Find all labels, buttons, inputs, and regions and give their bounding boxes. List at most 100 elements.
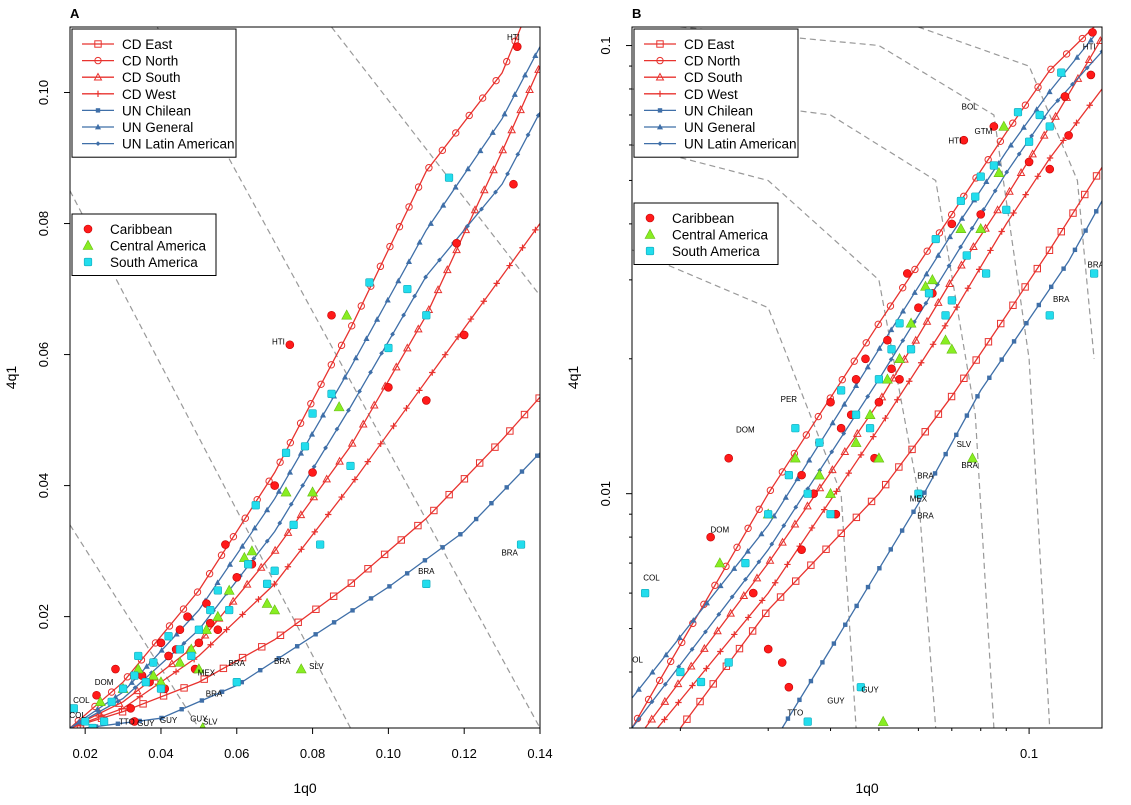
panel-b-legend-region-swatch (645, 213, 655, 223)
panel-b-iso-line-4 (680, 27, 1051, 728)
panel-a-curve-marker-cd-north (438, 146, 447, 155)
panel-b-curve-marker-un-latin-american (958, 244, 963, 250)
panel-a-curve-marker-un-latin-american (77, 720, 83, 726)
panel-b-curve-marker-un-latin-american (649, 699, 655, 705)
panel-b-curve-marker-cd-east (984, 338, 993, 346)
panel-a-curve-marker-cd-south (309, 492, 319, 501)
panel-a-curve-marker-cd-south (442, 265, 452, 274)
panel-b-curve-marker-un-general (649, 668, 656, 675)
panel-b-legend-region-label: Central America (672, 228, 769, 243)
panel-a-point-south-america (130, 671, 139, 680)
panel-a-curve-marker-cd-east (397, 536, 405, 544)
panel-b-curve-marker-cd-north (1021, 101, 1030, 109)
panel-b-legend-label: CD South (684, 70, 743, 85)
panel-a-curve-marker-cd-north (307, 400, 315, 408)
panel-b-curve-marker-un-general (959, 215, 966, 221)
panel-a-curve-marker-cd-south (516, 105, 525, 114)
panel-a-curve-marker-cd-east (506, 427, 514, 435)
panel-b-point-caribbean (976, 210, 986, 219)
panel-b-curve-marker-cd-north (996, 137, 1005, 146)
panel-b-point-south-america (1045, 122, 1054, 131)
panel-b-point-caribbean (763, 644, 773, 654)
panel-b-point-label: HTI (1083, 42, 1096, 51)
panel-b-curve-marker-cd-west (857, 451, 865, 459)
panel-b-point-label: COL (626, 656, 643, 665)
panel-a-curve-marker-cd-south (242, 579, 252, 588)
panel-b-point-label: BRA (917, 512, 934, 521)
panel-b-point-south-america (784, 471, 793, 480)
panel-a-curve-marker-cd-north (425, 164, 433, 172)
panel-b-point-label: SLV (880, 734, 895, 743)
panel-a-curve-marker-un-latin-american (379, 350, 384, 356)
panel-b-legend-swatch-marker (655, 72, 665, 81)
panel-a-curve-marker-cd-east (329, 592, 338, 600)
panel-a-point-south-america (308, 409, 317, 418)
panel-a-curve-marker-cd-west (298, 546, 305, 553)
panel-b-curve-marker-cd-south (713, 626, 722, 635)
panel-a-curve-marker-cd-east (380, 550, 389, 559)
panel-b-point-south-america (906, 345, 916, 354)
panel-b-legend-region-label: Caribbean (672, 211, 734, 226)
panel-a-curve-marker-cd-east (445, 490, 453, 499)
panel-a-curve-marker-un-chilean (313, 632, 318, 637)
panel-b-point-south-america (976, 172, 985, 181)
panel-a-point-south-america (346, 461, 355, 471)
panel-a-point-south-america (213, 586, 222, 595)
panel-a-curve-marker-un-chilean (239, 679, 244, 685)
panel-b-point-label: BRA (917, 472, 934, 481)
panel-a-point-central-america (341, 309, 353, 320)
panel-b-legend-swatch-marker (656, 123, 664, 130)
panel-b-point-south-america (826, 510, 835, 519)
panel-a-curve-marker-un-latin-american (368, 369, 373, 375)
panel-a-curve-marker-cd-south (470, 205, 480, 214)
panel-a-curve-marker-un-general (440, 202, 447, 208)
panel-b-point-caribbean (748, 588, 758, 598)
panel-b-curve-marker-cd-south (993, 205, 1002, 214)
panel-a-point-south-america (232, 678, 241, 687)
panel-b-curve-marker-un-general (731, 565, 738, 571)
panel-a-curve-marker-cd-east (180, 684, 188, 692)
panel-a-curve-marker-un-general (452, 183, 459, 190)
panel-b-curve-marker-un-chilean (954, 432, 959, 438)
panel-b-curve-marker-cd-west (745, 614, 752, 621)
panel-b-curve-marker-cd-east (696, 697, 704, 706)
panel-b-curve-marker-cd-east (1021, 283, 1029, 291)
panel-b-curve-marker-cd-east (748, 627, 757, 635)
panel-a-curve-marker-cd-south (479, 185, 489, 194)
panel-b-curve-marker-cd-west (1073, 119, 1080, 127)
panel-a-point-south-america (134, 651, 143, 661)
panel-a-point-south-america (187, 651, 196, 661)
panel-a-curve-marker-cd-north (286, 438, 295, 447)
panel-a-curve-marker-cd-east (258, 643, 266, 651)
panel-b-curve-marker-un-chilean (1094, 209, 1099, 214)
panel-b-point-label: TTO (787, 708, 803, 717)
panel-a-curve-marker-cd-south (322, 474, 332, 483)
panel-a-point-label: MEX (198, 669, 216, 678)
panel-b-point-south-america (741, 558, 750, 568)
panel-a-point-south-america (206, 605, 215, 615)
panel-a-curve-marker-un-general (395, 277, 402, 284)
panel-a-points-south-america (70, 173, 526, 728)
panel-b-point-caribbean (784, 682, 794, 692)
panel-b-curve-marker-un-latin-american (662, 681, 668, 687)
panel-a-point-caribbean (130, 717, 139, 726)
panel-b-curve-marker-cd-east (1033, 264, 1042, 273)
panel-a-iso-line-4 (331, 27, 540, 296)
panel-a-legend-region-swatch (83, 224, 93, 234)
panel-a-point-central-america (212, 610, 224, 621)
panel-b-point-south-america (764, 510, 773, 519)
panel-a-curve-marker-un-latin-american (311, 464, 317, 470)
panel-a-curve-marker-cd-south (283, 527, 293, 536)
panel-a-y-tick-label: 0.08 (36, 211, 51, 236)
panel-a-curve-marker-cd-south (296, 510, 306, 519)
panel-a-legend-label: CD East (122, 37, 173, 52)
panel-a-curve-marker-cd-north (165, 622, 174, 630)
panel-a-point-label: BRA (206, 690, 223, 699)
panel-b-points-central-america (714, 120, 1010, 726)
panel-a-curve-marker-cd-south (132, 686, 142, 695)
panel-a-curve-marker-cd-east (460, 475, 469, 483)
panel-b-curve-marker-cd-south (1005, 186, 1014, 195)
panel-a-legend-label: UN Latin American (122, 137, 235, 152)
panel-b-legend-models-box (633, 28, 799, 158)
panel-b-point-label: GUY (811, 756, 829, 765)
